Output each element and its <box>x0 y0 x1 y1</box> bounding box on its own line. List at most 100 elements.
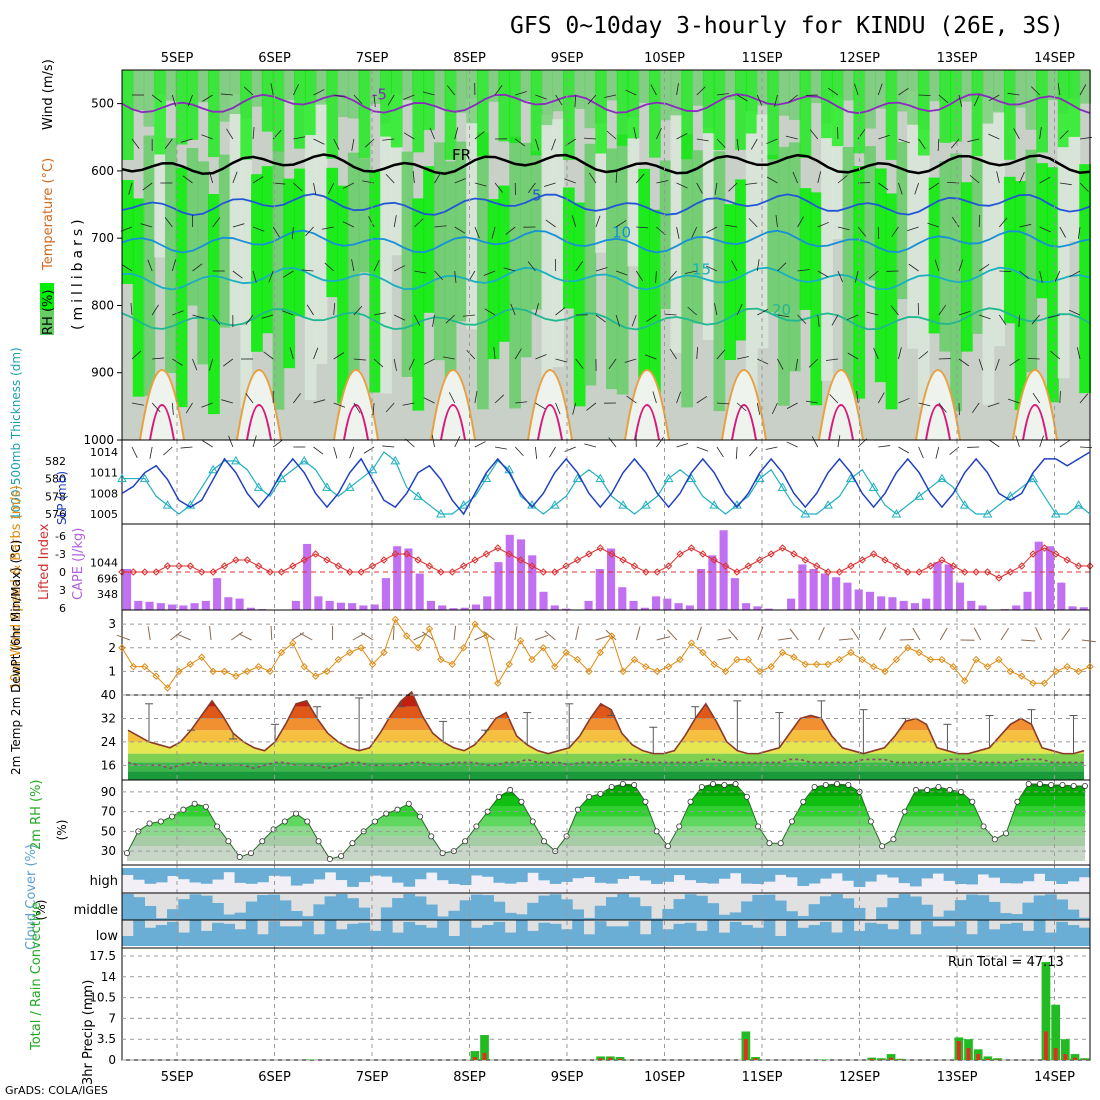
wind-barb <box>272 439 284 448</box>
rh-blob <box>885 193 898 410</box>
li-marker <box>961 568 969 576</box>
wind-barb <box>918 138 926 150</box>
wind-barb <box>696 347 699 360</box>
wind-barb <box>545 219 556 228</box>
li-marker <box>1040 544 1049 552</box>
wind-barb <box>878 182 889 191</box>
precip-conv-bar <box>753 1058 758 1060</box>
rh-marker <box>845 781 852 788</box>
wind-barb <box>973 94 980 107</box>
wind-barb <box>949 446 960 455</box>
wind-speed-marker <box>141 662 149 671</box>
thickness-marker <box>322 482 332 491</box>
rh-blob <box>487 199 500 360</box>
cloud-low-bar <box>155 924 168 946</box>
precip-conv-bar <box>1063 1054 1068 1060</box>
rh-blob <box>864 70 876 129</box>
rh-band <box>127 816 1085 827</box>
wind-barb <box>1069 270 1081 278</box>
rh-blob <box>261 166 274 334</box>
cloud-low-bar <box>279 926 292 946</box>
cloud-high-bar <box>763 868 776 882</box>
thickness-marker <box>436 508 446 518</box>
wind-barb <box>342 182 355 189</box>
cloud-high-bar <box>369 868 382 876</box>
date-label-top: 5SEP <box>161 51 194 66</box>
wind-barb <box>797 269 810 272</box>
wind-barb-10m <box>230 631 244 641</box>
wind-barb <box>817 221 829 228</box>
wind-barb <box>687 306 698 316</box>
cape-tick-label: 696 <box>97 572 118 585</box>
pressure-axis-label: (millibars) <box>70 215 86 330</box>
wind-barb <box>414 314 421 326</box>
rh-blob <box>122 70 134 160</box>
cloud-high-bar <box>617 868 630 879</box>
wind-barb <box>555 402 561 415</box>
wind-barb <box>676 226 680 239</box>
precip-tick-label: 14 <box>101 970 116 984</box>
thickness-marker <box>891 508 902 518</box>
cape-bar <box>1068 606 1077 610</box>
wind-barb <box>252 435 257 448</box>
cloud-mid-bar <box>133 897 146 920</box>
thickness-axis-label: 1000-500mb Thickness (dm) <box>9 347 23 520</box>
li-marker <box>141 568 149 576</box>
cloud-high-bar <box>425 868 438 873</box>
cloud-low-bar <box>831 932 843 946</box>
rh-blob <box>294 168 306 317</box>
rh-blob <box>896 142 909 300</box>
wind-barb <box>650 84 657 96</box>
wind-barb <box>937 138 940 152</box>
cloud-mid-bar <box>696 895 708 920</box>
cloud-high-bar <box>515 868 528 883</box>
cloud-high-bar <box>718 868 731 879</box>
wind-barb <box>606 130 617 140</box>
wind-barb <box>393 358 397 371</box>
cape-bar <box>213 578 222 610</box>
wind-barb <box>445 314 455 324</box>
wind-speed-marker <box>437 655 445 664</box>
rh-blob <box>616 134 629 395</box>
rh-blob <box>928 177 941 334</box>
cloud-mid-bar <box>639 906 652 920</box>
rh-marker <box>1036 780 1043 787</box>
li-marker <box>368 562 377 570</box>
cape-bar <box>246 607 255 610</box>
wind-barb-10m <box>635 626 641 641</box>
li-marker <box>551 568 559 576</box>
isotherm-line <box>121 93 1091 115</box>
rh-blob <box>670 111 683 353</box>
cloud-low-bar <box>966 934 978 946</box>
cape-bar <box>944 564 953 610</box>
li-marker <box>835 568 844 576</box>
wind-barb <box>555 358 568 363</box>
wind-barb <box>221 399 233 404</box>
wind-barb <box>958 259 964 272</box>
wind-speed-marker <box>266 667 274 676</box>
rh-blob <box>745 70 758 134</box>
wind-barb <box>171 259 177 272</box>
cloud-mid-bar <box>313 904 326 920</box>
rh-marker <box>698 783 705 790</box>
wind-barb <box>756 402 761 415</box>
wind-barb <box>333 446 338 459</box>
wind-barb-10m <box>666 629 678 641</box>
wind-barb <box>656 180 669 184</box>
wind-barb <box>185 402 193 414</box>
rh-band <box>127 796 1085 807</box>
cloud-low-bar <box>189 920 202 946</box>
li-marker <box>323 556 331 564</box>
wind-barb <box>333 352 345 360</box>
cloud-low-bar <box>290 926 303 946</box>
cloud-mid-bar <box>606 897 618 920</box>
wind-barb <box>676 83 679 96</box>
cloud-low-bar <box>909 934 922 946</box>
rh-blob <box>433 70 446 108</box>
cloud-high-bar <box>178 868 191 880</box>
wind-barb <box>998 314 1007 326</box>
wind-barb <box>454 127 459 140</box>
li-marker <box>972 568 980 576</box>
cloud-mid-bar <box>178 899 191 920</box>
wind-barb <box>615 220 627 228</box>
